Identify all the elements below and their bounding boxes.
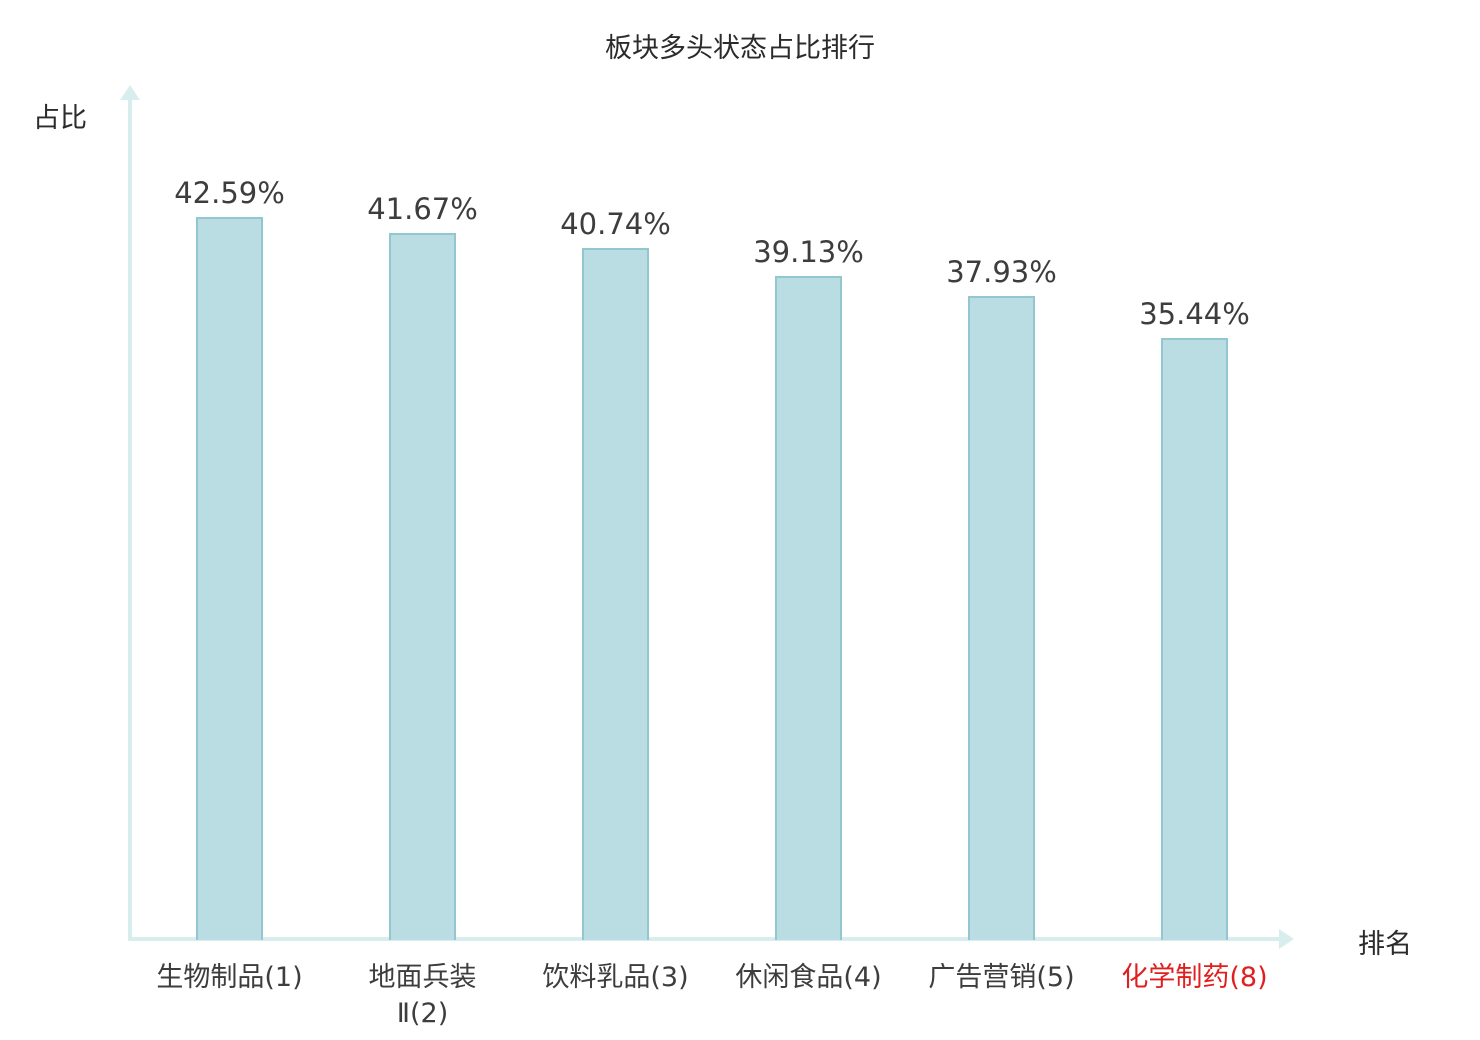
bar xyxy=(196,217,263,940)
category-label-line: 休闲食品(4) xyxy=(735,962,882,993)
bar-value-label: 37.93% xyxy=(946,255,1057,289)
category-label-line: 化学制药(8) xyxy=(1121,962,1268,993)
x-axis-label: 排名 xyxy=(1358,929,1412,960)
bars-area: 42.59% 41.67% 40.74% 39.13% 37.93% 35.44% xyxy=(133,95,1291,940)
bar-column: 40.74% xyxy=(519,207,712,940)
category-label: 饮料乳品(3) xyxy=(519,960,712,1033)
category-label: 地面兵装 Ⅱ(2) xyxy=(326,960,519,1033)
bar xyxy=(1161,338,1228,940)
x-axis-arrow-icon xyxy=(1279,929,1294,949)
category-label: 广告营销(5) xyxy=(905,960,1098,1033)
bar-value-label: 40.74% xyxy=(560,207,671,241)
category-label-line: 饮料乳品(3) xyxy=(542,962,689,993)
y-axis-arrow-icon xyxy=(120,85,140,100)
bar-value-label: 35.44% xyxy=(1139,297,1250,331)
bar-value-label: 41.67% xyxy=(367,192,478,226)
chart-title: 板块多头状态占比排行 xyxy=(605,33,875,64)
x-axis-line xyxy=(128,929,1294,949)
bar-column: 41.67% xyxy=(326,192,519,940)
category-label: 化学制药(8) xyxy=(1098,960,1291,1033)
bar-column: 39.13% xyxy=(712,235,905,940)
bar-value-label: 42.59% xyxy=(174,176,285,210)
y-axis-line xyxy=(120,85,140,941)
y-axis-label: 占比 xyxy=(33,103,87,134)
bar xyxy=(968,296,1035,940)
category-label-line: 地面兵装 xyxy=(368,962,477,993)
bar-column: 42.59% xyxy=(133,176,326,940)
bar xyxy=(775,276,842,940)
bar-value-label: 39.13% xyxy=(753,235,864,269)
bar xyxy=(582,248,649,940)
category-label-line: 广告营销(5) xyxy=(928,962,1075,993)
category-labels-row: 生物制品(1) 地面兵装 Ⅱ(2) 饮料乳品(3) 休闲食品(4) 广告营销(5) 化学制药… xyxy=(133,960,1291,1033)
category-label: 休闲食品(4) xyxy=(712,960,905,1033)
bar-column: 37.93% xyxy=(905,255,1098,940)
bar-column: 35.44% xyxy=(1098,297,1291,940)
category-label: 生物制品(1) xyxy=(133,960,326,1033)
category-label-line: 生物制品(1) xyxy=(156,962,303,993)
category-label-line: Ⅱ(2) xyxy=(396,998,449,1030)
bar xyxy=(389,233,456,940)
